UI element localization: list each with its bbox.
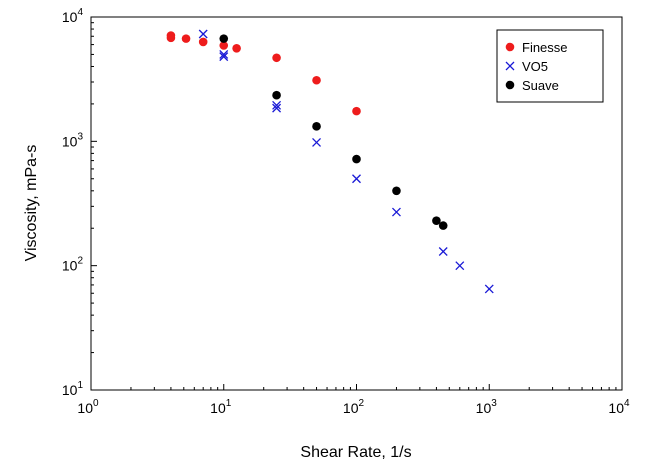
data-point-vo5 xyxy=(312,137,321,147)
data-point-finesse xyxy=(166,33,176,43)
legend-label-vo5: VO5 xyxy=(522,59,548,74)
data-point-vo5 xyxy=(438,247,448,256)
data-point-finesse xyxy=(312,75,321,85)
x-tick-label: 104 xyxy=(608,398,630,416)
data-point-vo5 xyxy=(219,52,229,62)
legend-label-finesse: Finesse xyxy=(522,40,568,55)
legend: Finesse VO5 Suave xyxy=(496,29,604,103)
legend-label-suave: Suave xyxy=(522,78,559,93)
x-axis: 100 101 102 103 104 xyxy=(77,384,630,416)
y-axis-title: Viscosity, mPa-s xyxy=(23,145,40,262)
data-point-suave xyxy=(352,154,361,164)
legend-box xyxy=(496,29,604,103)
y-tick-label: 104 xyxy=(62,7,84,25)
x-tick-label: 101 xyxy=(210,398,232,416)
data-point-finesse xyxy=(219,41,229,50)
data-point-suave xyxy=(432,216,441,225)
legend-marker-vo5 xyxy=(505,61,515,71)
series-suave xyxy=(219,34,448,230)
x-tick-label: 100 xyxy=(77,398,99,416)
data-point-finesse xyxy=(272,53,281,63)
series-vo5 xyxy=(198,29,494,294)
series-finesse xyxy=(166,31,361,116)
y-tick-label: 101 xyxy=(62,380,84,398)
data-point-finesse xyxy=(232,44,241,53)
data-point-vo5 xyxy=(352,174,361,184)
data-point-vo5 xyxy=(198,29,208,39)
data-point-vo5 xyxy=(272,100,282,110)
data-point-suave xyxy=(219,34,229,43)
data-point-suave xyxy=(272,90,281,100)
legend-marker-suave xyxy=(505,80,515,90)
legend-marker-finesse xyxy=(505,42,515,52)
y-tick-label: 102 xyxy=(62,256,84,274)
data-point-vo5 xyxy=(455,261,465,271)
data-point-finesse xyxy=(352,106,361,116)
data-point-suave xyxy=(438,221,448,230)
data-point-vo5 xyxy=(272,103,282,113)
data-point-finesse xyxy=(198,37,208,47)
data-point-suave xyxy=(312,122,321,131)
x-axis-title: Shear Rate, 1/s xyxy=(300,444,411,461)
y-tick-label: 103 xyxy=(62,131,84,149)
y-axis: 101 102 103 104 xyxy=(62,7,97,398)
data-point-vo5 xyxy=(392,207,401,217)
x-tick-label: 102 xyxy=(343,398,365,416)
data-point-suave xyxy=(392,186,401,196)
data-point-finesse xyxy=(181,34,191,43)
data-point-vo5 xyxy=(484,284,494,294)
data-points xyxy=(166,29,494,294)
x-tick-label: 103 xyxy=(476,398,498,416)
data-point-vo5 xyxy=(219,49,229,59)
